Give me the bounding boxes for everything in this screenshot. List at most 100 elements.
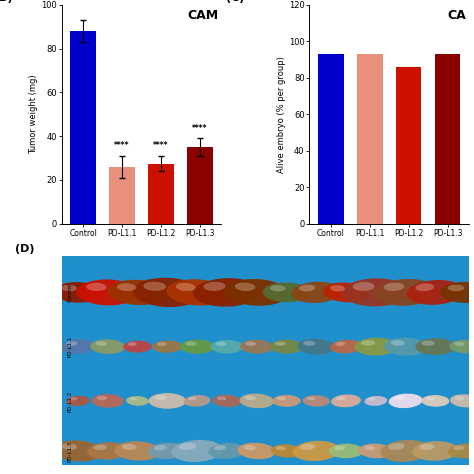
Ellipse shape [245,395,256,400]
Text: PD-L1.1: PD-L1.1 [67,336,72,357]
Ellipse shape [225,279,288,306]
Ellipse shape [299,284,315,292]
Ellipse shape [216,342,226,346]
Ellipse shape [126,396,149,406]
Bar [148,164,173,224]
Ellipse shape [454,342,465,346]
Text: (C): (C) [226,0,245,2]
Ellipse shape [148,443,187,459]
Ellipse shape [61,443,77,450]
Ellipse shape [87,442,128,460]
Bar [71,31,96,224]
Ellipse shape [300,444,315,450]
Ellipse shape [210,340,243,354]
Ellipse shape [449,340,474,353]
Bar [357,54,383,224]
Ellipse shape [447,284,464,292]
Ellipse shape [214,445,226,450]
Ellipse shape [361,340,375,346]
Ellipse shape [154,445,166,450]
Bar [318,54,344,224]
Ellipse shape [154,395,166,400]
Ellipse shape [389,393,422,408]
Ellipse shape [365,396,387,406]
Ellipse shape [455,396,465,400]
Ellipse shape [328,444,364,458]
Ellipse shape [388,443,404,450]
Ellipse shape [108,280,167,305]
Ellipse shape [184,395,210,407]
Ellipse shape [96,341,107,346]
Ellipse shape [272,395,301,407]
Ellipse shape [176,283,196,291]
Ellipse shape [440,282,474,303]
Ellipse shape [91,394,124,408]
Bar [187,147,213,224]
Ellipse shape [237,443,276,459]
Ellipse shape [271,444,302,457]
Ellipse shape [358,444,393,458]
Ellipse shape [128,342,137,346]
Ellipse shape [133,278,202,307]
Ellipse shape [394,396,405,400]
Ellipse shape [307,397,316,401]
Ellipse shape [77,280,139,305]
Ellipse shape [415,338,456,355]
Text: ****: **** [192,124,208,133]
Ellipse shape [54,440,102,462]
Ellipse shape [157,342,167,346]
Text: (B): (B) [0,0,13,2]
Ellipse shape [212,395,241,407]
Y-axis label: Alive embryo (% per group): Alive embryo (% per group) [277,56,286,173]
Ellipse shape [412,441,458,461]
Ellipse shape [303,341,316,346]
Ellipse shape [152,340,182,353]
Ellipse shape [180,339,214,354]
Y-axis label: Tumor weight (mg): Tumor weight (mg) [29,74,38,154]
Ellipse shape [303,395,330,407]
Ellipse shape [292,441,340,461]
Ellipse shape [277,397,286,400]
Ellipse shape [90,339,125,354]
Text: CAM: CAM [187,9,219,22]
Ellipse shape [203,282,226,291]
Ellipse shape [342,278,410,306]
Ellipse shape [331,394,361,407]
Ellipse shape [61,285,77,292]
Ellipse shape [193,278,261,307]
Ellipse shape [355,337,397,356]
Ellipse shape [415,283,434,291]
Ellipse shape [270,285,285,292]
Ellipse shape [364,446,375,450]
Text: Control: Control [67,283,72,302]
Ellipse shape [235,283,255,291]
Ellipse shape [148,393,186,409]
Ellipse shape [185,341,196,346]
Ellipse shape [421,340,435,346]
Ellipse shape [374,279,437,306]
Ellipse shape [336,396,346,400]
Text: ****: **** [114,141,130,150]
Ellipse shape [121,444,137,450]
Ellipse shape [391,340,405,346]
Ellipse shape [335,342,346,346]
Ellipse shape [61,339,95,354]
Text: ****: **** [153,141,169,150]
Ellipse shape [117,283,137,291]
Text: CA: CA [447,9,466,22]
Ellipse shape [244,445,256,450]
Ellipse shape [179,443,196,450]
Ellipse shape [276,446,286,450]
Text: PD-L1.3: PD-L1.3 [67,440,72,462]
Ellipse shape [450,394,474,408]
Ellipse shape [123,341,152,353]
Ellipse shape [384,283,404,291]
Ellipse shape [97,396,107,400]
Ellipse shape [188,397,197,401]
Ellipse shape [166,279,228,306]
Ellipse shape [66,341,77,346]
Ellipse shape [208,443,246,459]
Ellipse shape [323,283,369,302]
Ellipse shape [421,395,449,407]
Ellipse shape [419,444,435,450]
